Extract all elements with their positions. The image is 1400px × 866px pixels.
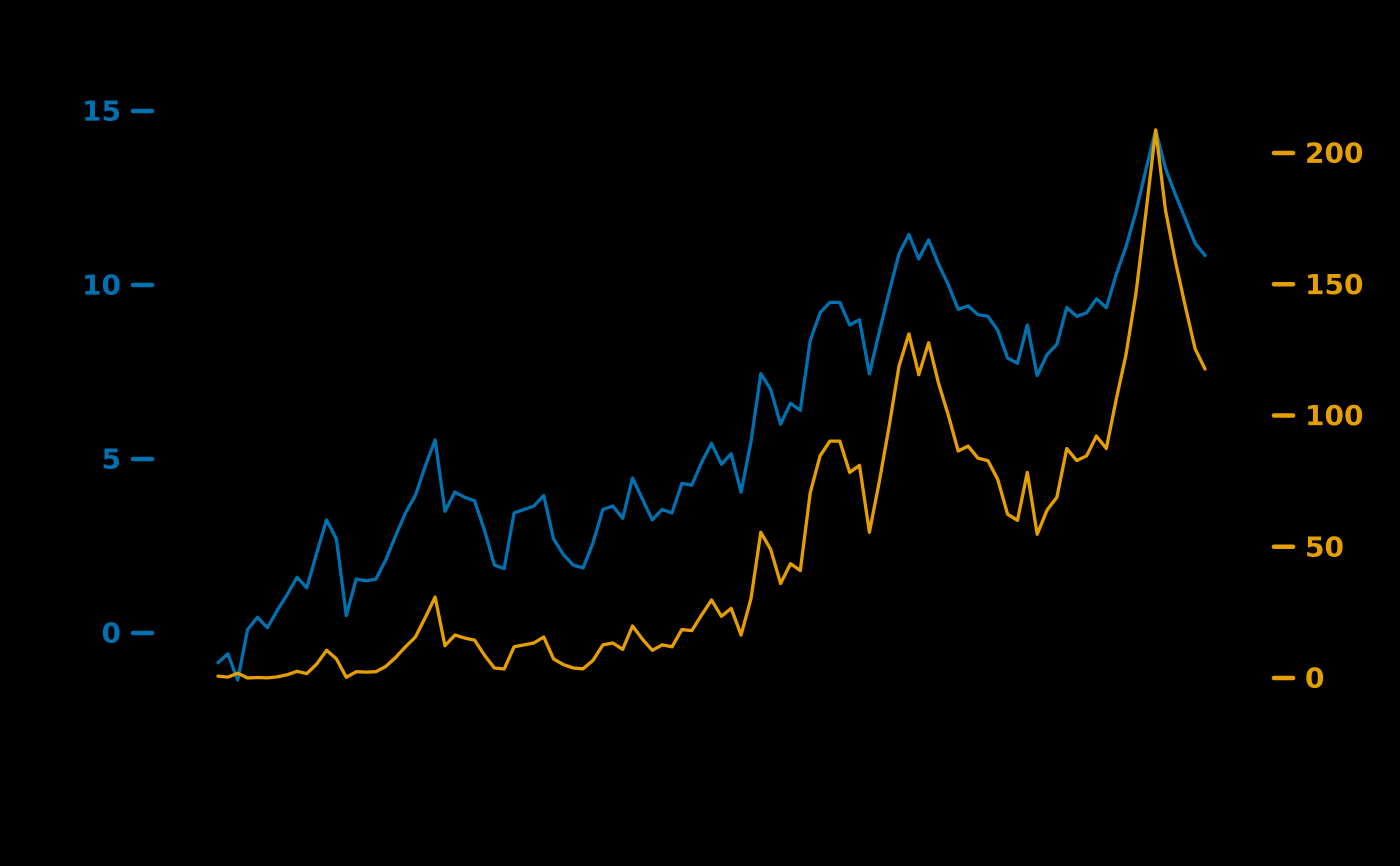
orange-right-series-line (216, 128, 1207, 680)
left-axis-tick-label: 5 (102, 443, 121, 476)
left-axis-tick-label: 10 (82, 269, 121, 302)
right-axis-tick-label: 0 (1305, 662, 1324, 695)
right-axis-tick-label: 100 (1305, 399, 1363, 432)
right-axis-tick-label: 150 (1305, 268, 1363, 301)
right-axis-tick-label: 50 (1305, 530, 1344, 563)
left-axis-tick-label: 15 (82, 95, 121, 128)
left-axis-tick-label: 0 (102, 617, 121, 650)
blue-left-series-line (216, 128, 1207, 682)
right-axis-tick-label: 200 (1305, 137, 1363, 170)
